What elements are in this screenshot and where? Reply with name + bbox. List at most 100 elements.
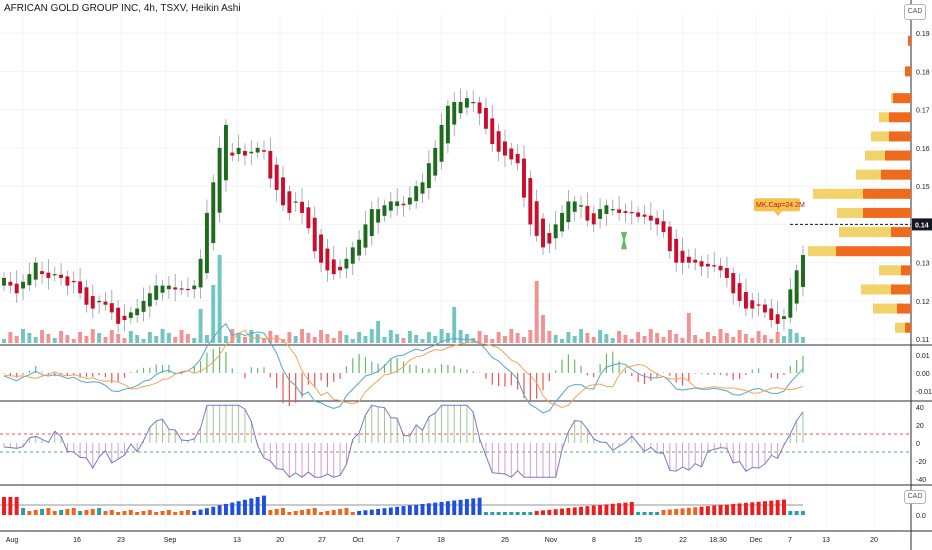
candle	[515, 153, 520, 164]
volume-bar	[547, 331, 552, 343]
volume-profile-buy	[808, 246, 836, 257]
candle	[160, 285, 165, 293]
volume-profile-buy	[891, 93, 893, 104]
oscillator-line	[3, 404, 804, 478]
volume-bar	[166, 333, 171, 343]
volume-bar	[281, 339, 285, 343]
candle	[724, 268, 729, 278]
indicator-histogram-bar	[655, 512, 660, 515]
indicator-histogram-bar	[414, 504, 419, 515]
volume-bar	[185, 334, 190, 343]
indicator-histogram-bar	[693, 507, 698, 515]
candle	[40, 271, 45, 275]
indicator-histogram-bar	[141, 511, 146, 515]
indicator-histogram-bar	[281, 508, 285, 515]
volume-bar	[211, 285, 216, 343]
candle	[382, 205, 387, 216]
candle	[693, 259, 698, 263]
volume-bar	[287, 332, 292, 343]
volume-bar	[293, 336, 298, 343]
currency-button[interactable]: CAD	[904, 4, 926, 20]
volume-profile-sell	[901, 265, 911, 276]
indicator-histogram-bar	[566, 508, 571, 515]
candle	[471, 101, 476, 104]
candle	[648, 215, 653, 221]
volume-bar	[401, 338, 406, 343]
indicator-histogram-bar	[718, 505, 723, 515]
volume-bar	[750, 338, 755, 343]
volume-bar	[756, 331, 761, 343]
indicator-histogram-bar	[572, 507, 577, 515]
volume-bar	[560, 339, 564, 343]
indicator-histogram-bar	[236, 501, 241, 515]
time-tick-label: Aug	[6, 537, 19, 544]
volume-bar	[173, 337, 178, 343]
volume-bar	[8, 332, 13, 343]
signal-line	[3, 329, 804, 409]
volume-bar	[477, 331, 482, 343]
candle	[705, 263, 710, 267]
volume-bar	[382, 337, 387, 343]
candle	[293, 201, 298, 203]
candle	[319, 234, 324, 263]
candle	[306, 207, 311, 229]
volume-bar	[2, 339, 6, 343]
candle	[566, 201, 571, 223]
candle	[458, 101, 463, 114]
volume-bar	[591, 337, 596, 343]
candle	[756, 304, 761, 306]
candle	[445, 105, 450, 144]
oscillator-tick-label: -20	[916, 459, 926, 466]
candle	[490, 118, 495, 145]
volume-bar	[255, 334, 260, 343]
candle	[585, 205, 590, 221]
volume-bar	[249, 330, 254, 343]
indicator-histogram-bar	[579, 506, 584, 515]
volume-bar	[648, 329, 653, 343]
indicator-histogram-bar	[262, 495, 266, 515]
candle	[192, 285, 197, 290]
time-tick-label: 20	[870, 537, 878, 544]
volume-bar	[268, 331, 273, 343]
candle	[211, 182, 216, 244]
candle	[528, 178, 533, 225]
volume-bar	[420, 339, 425, 343]
volume-bar	[769, 339, 774, 343]
indicator-histogram-bar	[135, 512, 140, 515]
candle	[268, 150, 273, 179]
indicator-histogram-bar	[52, 511, 57, 515]
indicator-histogram-bar	[376, 508, 381, 515]
indicator-histogram-bar	[388, 507, 393, 515]
indicator-histogram-bar	[464, 499, 469, 515]
volume-bar	[90, 329, 95, 343]
volume-bar	[762, 335, 767, 343]
indicator-histogram-bar	[724, 504, 729, 515]
candle	[204, 212, 209, 274]
currency-button-lower[interactable]: CAD	[904, 490, 926, 504]
indicator-histogram-bar	[433, 502, 438, 515]
indicator-histogram-bar	[312, 508, 317, 515]
candle	[14, 283, 19, 294]
price-tick-label: 0.13	[916, 261, 930, 268]
volume-bar	[109, 330, 114, 343]
time-tick-label: Dec	[750, 537, 763, 544]
volume-bar	[642, 336, 647, 343]
candle	[477, 102, 482, 114]
oscillator-tick-label: -40	[916, 477, 926, 484]
volume-profile-sell	[905, 66, 911, 77]
candle	[769, 308, 774, 321]
volume-bar	[585, 333, 590, 343]
volume-bar	[154, 336, 159, 343]
candle	[217, 147, 222, 213]
volume-profile-sell	[863, 188, 911, 199]
oscillator-tick-label: 20	[916, 423, 924, 430]
macd-line	[3, 323, 804, 414]
candle	[775, 314, 780, 324]
candle	[2, 277, 6, 286]
annotation-pointer	[774, 211, 782, 217]
indicator-histogram-bar	[154, 512, 159, 515]
volume-profile-sell	[893, 93, 911, 104]
macd-tick-label: 0.01	[916, 353, 930, 360]
candle	[281, 177, 285, 206]
